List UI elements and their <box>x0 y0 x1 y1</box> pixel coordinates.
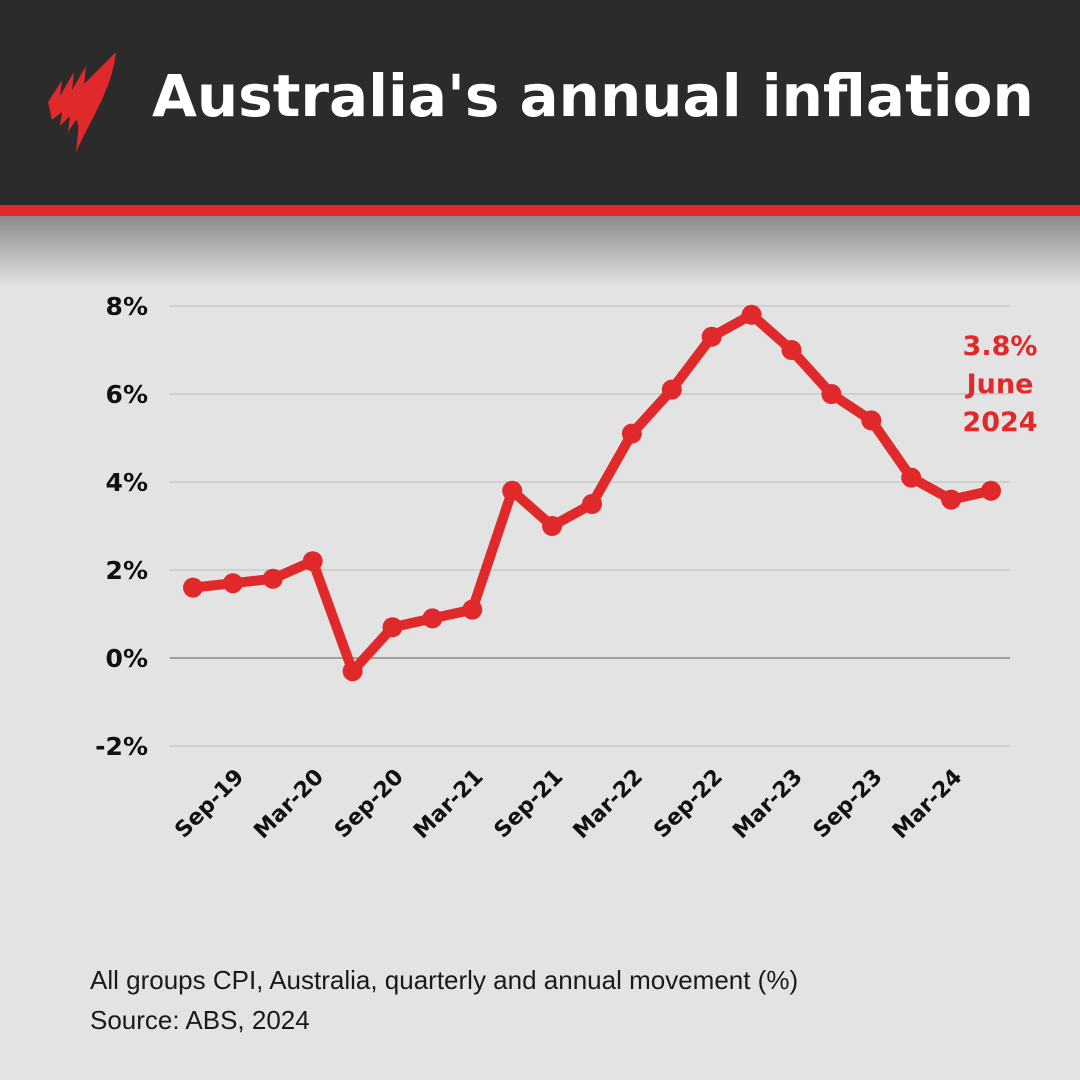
data-point <box>542 516 563 536</box>
data-point <box>302 551 323 572</box>
y-tick-label: 2% <box>106 556 148 585</box>
data-point <box>981 480 1001 501</box>
x-tick-label: Mar-24 <box>888 765 967 844</box>
data-point <box>582 494 602 514</box>
data-point <box>861 410 882 431</box>
footer: All groups CPI, Australia, quarterly and… <box>90 960 798 1040</box>
data-point <box>342 661 363 682</box>
data-point <box>462 599 483 620</box>
y-tick-label: -2% <box>95 732 148 761</box>
chart-title: Australia's annual inflation <box>152 62 1034 130</box>
chart-source: Source: ABS, 2024 <box>90 1005 310 1035</box>
y-tick-label: 0% <box>106 644 148 673</box>
data-point <box>183 577 203 598</box>
data-point <box>422 608 443 629</box>
x-tick-label: Sep-21 <box>490 765 569 844</box>
annotation: 3.8% June 2024 <box>962 331 1037 438</box>
x-tick-label: Mar-22 <box>569 765 648 844</box>
data-point <box>821 384 842 404</box>
annotation-line: June <box>965 369 1034 400</box>
data-point <box>222 573 243 594</box>
annotation-line: 2024 <box>962 407 1037 438</box>
data-point <box>781 340 802 360</box>
y-tick-label: 4% <box>106 468 148 497</box>
x-tick-label: Mar-23 <box>728 765 807 844</box>
data-point <box>941 489 962 510</box>
chart-note: All groups CPI, Australia, quarterly and… <box>90 965 799 995</box>
x-tick-label: Sep-20 <box>330 765 409 844</box>
data-point <box>382 617 403 638</box>
data-point <box>262 568 283 589</box>
data-point <box>502 480 523 501</box>
header-accent-line <box>0 205 1080 216</box>
x-tick-label: Sep-23 <box>809 765 888 844</box>
sbs-logo-icon <box>48 52 116 152</box>
series-line <box>192 309 993 677</box>
data-point <box>701 326 722 347</box>
header-shadow <box>0 216 1080 286</box>
x-tick-label: Sep-19 <box>170 765 249 844</box>
data-point <box>621 423 642 444</box>
data-point <box>901 467 922 488</box>
y-tick-label: 6% <box>106 380 148 409</box>
annotation-line: 3.8% <box>963 331 1038 362</box>
x-tick-label: Mar-20 <box>250 765 329 844</box>
header-bar <box>0 0 1080 205</box>
data-point <box>741 304 762 325</box>
data-point <box>661 379 682 400</box>
x-tick-label: Sep-22 <box>649 765 728 844</box>
y-tick-label: 8% <box>106 292 148 321</box>
x-tick-label: Mar-21 <box>409 765 488 844</box>
